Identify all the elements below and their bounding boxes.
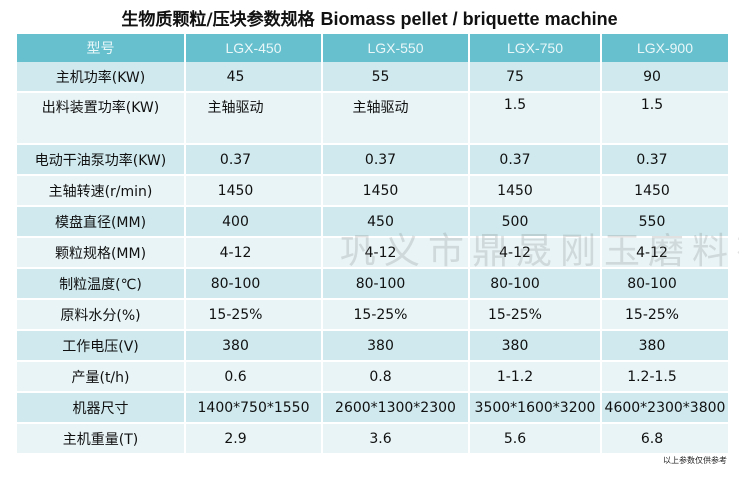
row-label: 颗粒规格(MM) xyxy=(17,237,186,269)
table-cell: 5.6 xyxy=(469,423,602,455)
table-cell: 80-100 xyxy=(601,268,728,300)
table-cell: 380 xyxy=(322,330,470,362)
table-cell: 80-100 xyxy=(322,268,470,300)
table-cell: 4-12 xyxy=(185,237,323,269)
table-cell: 1.2-1.5 xyxy=(601,361,728,393)
header-lgx-750: LGX-750 xyxy=(469,34,602,62)
table-cell: 0.6 xyxy=(185,361,323,393)
table-cell: 0.8 xyxy=(322,361,470,393)
table-row: 主轴转速(r/min) 1450 1450 1450 1450 xyxy=(17,175,728,207)
table-row: 产量(t/h) 0.6 0.8 1-1.2 1.2-1.5 xyxy=(17,361,728,393)
table-cell: 1.5 xyxy=(469,92,602,145)
header-model: 型号 xyxy=(17,34,186,62)
table-row: 主机重量(T) 2.9 3.6 5.6 6.8 xyxy=(17,423,728,455)
table-cell: 380 xyxy=(185,330,323,362)
table-cell: 15-25% xyxy=(185,299,323,331)
table-cell: 2.9 xyxy=(185,423,323,455)
table-row: 颗粒规格(MM) 4-12 4-12 4-12 4-12 xyxy=(17,237,728,269)
row-label: 工作电压(V) xyxy=(17,330,186,362)
header-lgx-550: LGX-550 xyxy=(322,34,470,62)
table-cell: 75 xyxy=(469,62,602,93)
table-row: 出料装置功率(KW) 主轴驱动 主轴驱动 1.5 1.5 xyxy=(17,92,728,145)
table-cell: 1-1.2 xyxy=(469,361,602,393)
row-label: 电动干油泵功率(KW) xyxy=(17,144,186,176)
title-chinese: 生物质颗粒/压块参数规格 xyxy=(121,10,315,30)
header-lgx-900: LGX-900 xyxy=(601,34,728,62)
table-cell: 1450 xyxy=(601,175,728,207)
table-cell: 4-12 xyxy=(469,237,602,269)
row-label: 机器尺寸 xyxy=(17,392,186,424)
footnote: 以上参数仅供参考 xyxy=(663,456,727,465)
table-cell: 1450 xyxy=(185,175,323,207)
table-row: 模盘直径(MM) 400 450 500 550 xyxy=(17,206,728,238)
title-english: Biomass pellet / briquette machine xyxy=(320,9,618,29)
table-cell: 400 xyxy=(185,206,323,238)
row-label: 制粒温度(℃) xyxy=(17,268,186,300)
table-cell: 0.37 xyxy=(469,144,602,176)
table-cell: 0.37 xyxy=(322,144,470,176)
table-row: 工作电压(V) 380 380 380 380 xyxy=(17,330,728,362)
table-cell: 500 xyxy=(469,206,602,238)
table-cell: 0.37 xyxy=(601,144,728,176)
table-cell: 1.5 xyxy=(601,92,728,145)
table-cell: 380 xyxy=(469,330,602,362)
table-cell: 2600*1300*2300 xyxy=(322,392,470,424)
table-cell: 90 xyxy=(601,62,728,93)
table-cell: 4600*2300*3800 xyxy=(601,392,728,424)
table-cell: 1400*750*1550 xyxy=(185,392,323,424)
row-label: 产量(t/h) xyxy=(17,361,186,393)
table-cell: 15-25% xyxy=(601,299,728,331)
row-label: 主机重量(T) xyxy=(17,423,186,455)
table-cell: 45 xyxy=(185,62,323,93)
row-label: 出料装置功率(KW) xyxy=(17,92,186,145)
table-row: 主机功率(KW) 45 55 75 90 xyxy=(17,62,728,93)
table-cell: 0.37 xyxy=(185,144,323,176)
table-cell: 主轴驱动 xyxy=(185,92,323,145)
table-cell: 1450 xyxy=(322,175,470,207)
page-title: 生物质颗粒/压块参数规格 Biomass pellet / briquette … xyxy=(0,6,739,32)
table-cell: 550 xyxy=(601,206,728,238)
table-cell: 380 xyxy=(601,330,728,362)
table-cell: 3.6 xyxy=(322,423,470,455)
row-label: 主机功率(KW) xyxy=(17,62,186,93)
table-cell: 80-100 xyxy=(469,268,602,300)
table-row: 原料水分(%) 15-25% 15-25% 15-25% 15-25% xyxy=(17,299,728,331)
row-label: 模盘直径(MM) xyxy=(17,206,186,238)
table-cell: 主轴驱动 xyxy=(322,92,470,145)
table-cell: 4-12 xyxy=(601,237,728,269)
table-cell: 55 xyxy=(322,62,470,93)
table-cell: 15-25% xyxy=(469,299,602,331)
row-label: 原料水分(%) xyxy=(17,299,186,331)
table-cell: 1450 xyxy=(469,175,602,207)
row-label: 主轴转速(r/min) xyxy=(17,175,186,207)
table-row: 电动干油泵功率(KW) 0.37 0.37 0.37 0.37 xyxy=(17,144,728,176)
table-header-row: 型号 LGX-450 LGX-550 LGX-750 LGX-900 xyxy=(17,34,728,62)
table-cell: 4-12 xyxy=(322,237,470,269)
spec-table: 型号 LGX-450 LGX-550 LGX-750 LGX-900 主机功率(… xyxy=(17,34,728,455)
table-cell: 3500*1600*3200 xyxy=(469,392,602,424)
table-cell: 450 xyxy=(322,206,470,238)
table-cell: 80-100 xyxy=(185,268,323,300)
table-cell: 6.8 xyxy=(601,423,728,455)
table-cell: 15-25% xyxy=(322,299,470,331)
header-lgx-450: LGX-450 xyxy=(185,34,323,62)
table-row: 制粒温度(℃) 80-100 80-100 80-100 80-100 xyxy=(17,268,728,300)
table-row: 机器尺寸 1400*750*1550 2600*1300*2300 3500*1… xyxy=(17,392,728,424)
